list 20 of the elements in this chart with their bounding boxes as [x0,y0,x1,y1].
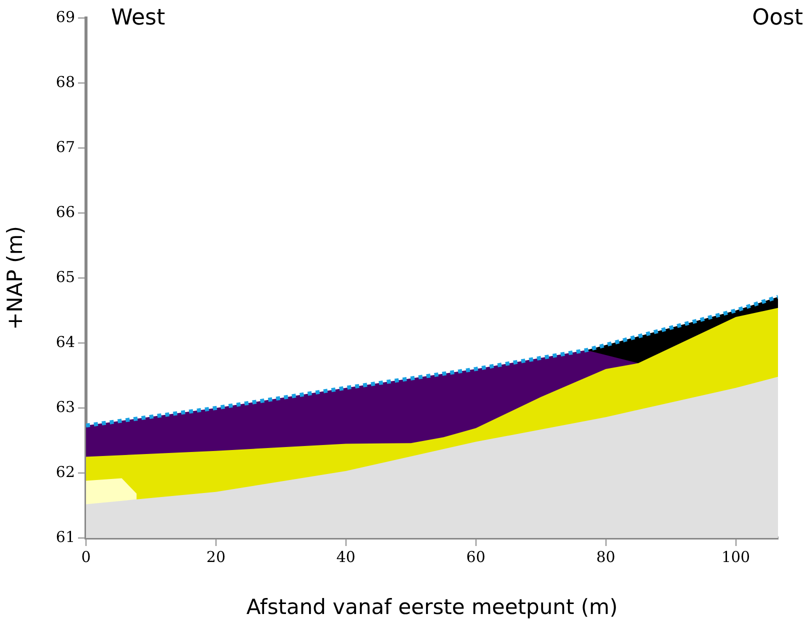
y-tick-label: 63 [56,398,75,416]
x-tick-label: 60 [466,548,486,566]
y-tick-label: 67 [56,138,75,156]
y-tick-label: 69 [56,8,75,26]
y-tick-label: 62 [56,462,75,481]
x-axis-title: Afstand vanaf eerste meetpunt (m) [246,594,618,619]
y-tick-label: 66 [56,202,75,221]
annotation: Oost [752,6,804,31]
y-tick-label: 68 [56,72,75,91]
x-tick-label: 0 [81,548,91,566]
x-tick-label: 100 [721,548,750,566]
x-tick-label: 20 [206,548,226,566]
y-axis-title: +NAP (m) [3,226,28,330]
x-tick-label: 80 [596,548,616,566]
annotation: West [111,6,166,31]
y-tick-label: 61 [56,528,75,546]
y-tick-label: 64 [56,332,75,351]
y-tick-label: 65 [56,268,75,286]
x-tick-label: 40 [336,548,356,566]
line-series [86,294,778,428]
